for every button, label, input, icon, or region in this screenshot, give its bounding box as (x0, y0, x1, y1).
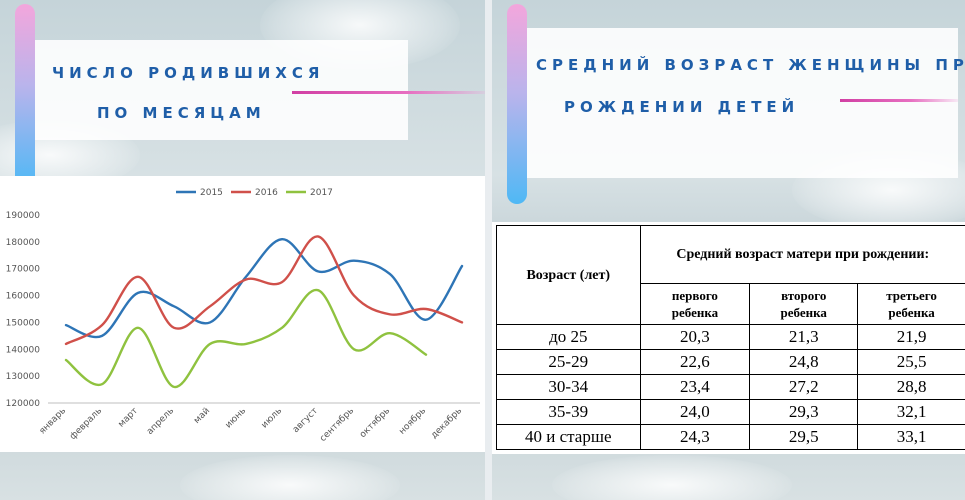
table-subheader-row: первого ребенка второго ребенка третьего… (497, 283, 965, 325)
x-axis: январь февраль март апрель май июнь июль август… (38, 402, 480, 444)
mother-age-table: Возраст (лет) Средний возраст матери при… (496, 225, 965, 450)
column-header-second-child: второго ребенка (749, 283, 859, 325)
y-tick-label: 150000 (6, 318, 41, 328)
table-container: Возраст (лет) Средний возраст матери при… (492, 222, 965, 454)
table-row: до 25 20,3 21,3 21,9 (496, 324, 965, 350)
table-row: 25-29 22,6 24,8 25,5 (496, 349, 965, 375)
table-slide-title-line2: РОЖДЕНИИ ДЕТЕЙ (564, 98, 800, 116)
x-tick-label: ноябрь (397, 406, 428, 437)
age-cell: 25-29 (496, 349, 641, 375)
chart-slide-title-line1: ЧИСЛО РОДИВШИХСЯ (52, 64, 325, 82)
title-card (22, 40, 408, 140)
legend-label-2017: 2017 (310, 188, 333, 198)
column-header-first-child: первого ребенка (639, 283, 751, 325)
value-cell: 25,5 (857, 349, 965, 375)
series-line-2015 (64, 237, 464, 339)
y-tick-label: 170000 (6, 265, 41, 275)
chart-series (64, 235, 464, 389)
value-cell: 22,6 (639, 349, 751, 375)
y-tick-label: 190000 (6, 211, 41, 221)
x-tick-label: октябрь (358, 406, 392, 440)
births-chart: 2015 2016 2017 190000 180000 170000 160000 150… (0, 176, 485, 452)
x-tick-label: сентябрь (318, 406, 356, 444)
mother-age-slide: СРЕДНИЙ ВОЗРАСТ ЖЕНЩИНЫ ПРИ РОЖДЕНИИ ДЕТ… (492, 0, 965, 500)
births-line-chart: 2015 2016 2017 190000 180000 170000 160000 150… (6, 188, 480, 444)
group-column-header: Средний возраст матери при рождении: (639, 225, 965, 284)
x-tick-label: февраль (68, 406, 104, 442)
age-cell: до 25 (496, 324, 641, 350)
title-card (518, 28, 958, 178)
value-cell: 21,9 (857, 324, 965, 350)
accent-bar (15, 4, 35, 186)
value-cell: 29,5 (749, 424, 859, 450)
chart-slide-title-line2: ПО МЕСЯЦАМ (97, 104, 266, 122)
age-cell: 40 и старше (496, 424, 641, 450)
births-slide: ЧИСЛО РОДИВШИХСЯ ПО МЕСЯЦАМ 2015 2016 2017… (0, 0, 485, 500)
series-line-2017 (64, 288, 428, 389)
value-cell: 24,0 (639, 399, 751, 425)
value-cell: 33,1 (857, 424, 965, 450)
y-tick-label: 160000 (6, 292, 41, 302)
x-tick-label: август (291, 406, 320, 435)
table-row: 30-34 23,4 27,2 28,8 (496, 374, 965, 400)
table-slide-title-line1: СРЕДНИЙ ВОЗРАСТ ЖЕНЩИНЫ ПРИ (536, 56, 965, 74)
legend-label-2016: 2016 (255, 188, 278, 198)
cloud-decoration (552, 455, 792, 500)
series-line-2016 (64, 235, 464, 346)
x-tick-label: декабрь (429, 406, 464, 441)
decorative-line (292, 91, 485, 94)
y-tick-label: 180000 (6, 238, 41, 248)
decorative-line (840, 99, 958, 102)
y-tick-label: 130000 (6, 372, 41, 382)
legend-label-2015: 2015 (200, 188, 223, 198)
x-tick-label: май (192, 406, 212, 426)
x-tick-label: июль (260, 406, 284, 430)
value-cell: 24,3 (639, 424, 751, 450)
x-tick-label: январь (38, 406, 69, 437)
value-cell: 23,4 (639, 374, 751, 400)
value-cell: 24,8 (749, 349, 859, 375)
y-tick-label: 140000 (6, 345, 41, 355)
value-cell: 27,2 (749, 374, 859, 400)
age-cell: 30-34 (496, 374, 641, 400)
age-column-header: Возраст (лет) (496, 225, 641, 325)
table-row: 40 и старше 24,3 29,5 33,1 (496, 424, 965, 450)
table-header-row: Возраст (лет) Средний возраст матери при… (496, 225, 965, 325)
table-row: 35-39 24,0 29,3 32,1 (496, 399, 965, 425)
x-tick-label: март (117, 406, 141, 430)
accent-bar (507, 4, 527, 204)
value-cell: 21,3 (749, 324, 859, 350)
x-tick-label: июнь (224, 406, 248, 430)
cloud-decoration (180, 455, 400, 500)
y-tick-label: 120000 (6, 399, 41, 409)
value-cell: 20,3 (639, 324, 751, 350)
value-cell: 32,1 (857, 399, 965, 425)
x-tick-label: апрель (145, 406, 176, 437)
value-cell: 29,3 (749, 399, 859, 425)
chart-legend: 2015 2016 2017 (176, 188, 333, 198)
y-axis: 190000 180000 170000 160000 150000 140000 1300… (6, 211, 41, 409)
column-header-third-child: третьего ребенка (857, 283, 965, 325)
value-cell: 28,8 (857, 374, 965, 400)
age-cell: 35-39 (496, 399, 641, 425)
